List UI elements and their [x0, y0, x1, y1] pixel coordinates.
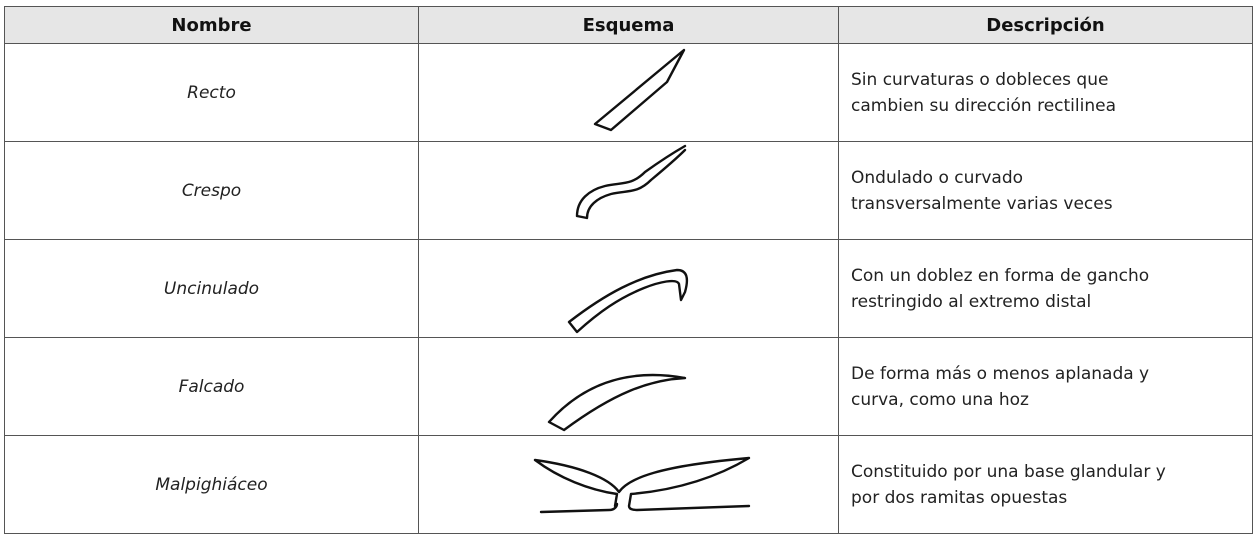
description-line: Con un doblez en forma de gancho — [851, 265, 1150, 286]
description-line: transversalmente varias veces — [851, 193, 1113, 214]
row: Falcado De forma más o menos aplanada y c… — [4, 337, 1253, 436]
name-cell: Crespo — [4, 141, 419, 240]
description-line: Ondulado o curvado — [851, 167, 1024, 188]
row: Crespo Ondulado o curvado transversalment… — [4, 141, 1253, 240]
description-line: Sin curvaturas o dobleces que — [851, 69, 1109, 90]
sketch — [575, 144, 687, 220]
header-cell: Descripción — [838, 6, 1253, 44]
sketch — [533, 456, 751, 514]
description-line: De forma más o menos aplanada y — [851, 363, 1150, 384]
description-line: Constituido por una base glandular y — [851, 461, 1166, 482]
sketch-cell — [418, 337, 839, 436]
sketch — [593, 48, 686, 132]
hair-types-table: Nombre Esquema Descripción Recto Sin cur… — [4, 6, 1253, 534]
description-line: cambien su dirección rectilinea — [851, 95, 1117, 116]
header-cell: Esquema — [418, 6, 839, 44]
name-cell: Recto — [4, 43, 419, 142]
sketch — [547, 373, 687, 432]
description-line: por dos ramitas opuestas — [851, 487, 1068, 508]
description-cell: Ondulado o curvado transversalmente varia… — [838, 141, 1253, 240]
sketch-cell — [418, 43, 839, 142]
row: Recto Sin curvaturas o dobleces que cambi… — [4, 43, 1253, 142]
description-line: curva, como una hoz — [851, 389, 1029, 410]
header-row: Nombre Esquema Descripción — [4, 6, 1253, 44]
description-cell: De forma más o menos aplanada y curva, co… — [838, 337, 1253, 436]
row: Malpighiáceo Constituido por una base gl… — [4, 435, 1253, 534]
name-cell: Uncinulado — [4, 239, 419, 338]
row: Uncinulado Con un doblez en forma de gan… — [4, 239, 1253, 338]
description-cell: Constituido por una base glandular y por … — [838, 435, 1253, 534]
header-cell: Nombre — [4, 6, 419, 44]
name-cell: Malpighiáceo — [4, 435, 419, 534]
description-line: restringido al extremo distal — [851, 291, 1092, 312]
sketch-cell — [418, 141, 839, 240]
name-cell: Falcado — [4, 337, 419, 436]
sketch-cell — [418, 239, 839, 338]
description-cell: Sin curvaturas o dobleces que cambien su … — [838, 43, 1253, 142]
description-cell: Con un doblez en forma de gancho restring… — [838, 239, 1253, 338]
sketch-cell — [418, 435, 839, 534]
sketch — [567, 268, 689, 334]
